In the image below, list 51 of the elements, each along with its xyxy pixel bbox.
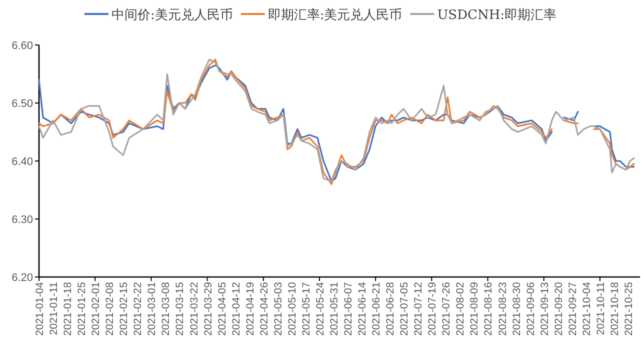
x-tick-label: 2021-09-27	[566, 282, 579, 336]
x-tick-label: 2021-09-06	[524, 282, 537, 336]
legend-label: USDCNH:即期汇率	[437, 7, 557, 23]
x-tick-label: 2021-10-04	[580, 282, 593, 336]
x-tick-label: 2021-04-26	[258, 282, 270, 336]
x-tick-label: 2021-03-01	[146, 282, 158, 336]
x-tick-label: 2021-01-18	[62, 282, 74, 336]
x-tick-label: 2021-02-01	[90, 282, 102, 336]
x-tick-label: 2021-05-31	[328, 282, 340, 336]
x-tick-label: 2021-03-08	[160, 282, 172, 336]
x-tick-label: 2021-08-23	[496, 282, 509, 336]
x-tick-label: 2021-06-07	[342, 282, 355, 336]
legend-label: 即期汇率:美元兑人民币	[268, 7, 402, 23]
x-tick-label: 2021-08-30	[510, 282, 523, 336]
x-tick-label: 2021-07-12	[412, 282, 425, 336]
x-tick-label: 2021-08-16	[482, 282, 495, 336]
legend-label: 中间价:美元兑人民币	[111, 7, 233, 23]
x-tick-label: 2021-03-29	[202, 282, 214, 336]
x-tick-label: 2021-10-18	[608, 282, 621, 336]
x-tick-label: 2021-05-17	[300, 282, 312, 336]
x-tick-label: 2021-05-03	[272, 282, 284, 336]
x-tick-label: 2021-02-08	[104, 282, 116, 336]
x-tick-label: 2021-02-15	[118, 282, 130, 336]
x-tick-label: 2021-08-02	[454, 282, 467, 336]
x-tick-label: 2021-04-05	[216, 282, 228, 336]
x-tick-label: 2021-10-25	[622, 282, 635, 336]
x-tick-label: 2021-06-14	[356, 282, 369, 336]
x-tick-label: 2021-06-28	[384, 282, 397, 336]
x-tick-label: 2021-03-15	[174, 282, 186, 336]
x-tick-label: 2021-02-22	[132, 282, 144, 336]
x-tick-label: 2021-07-05	[398, 282, 411, 336]
y-tick-label: 6.60	[12, 40, 33, 52]
x-tick-label: 2021-04-19	[244, 282, 256, 336]
x-tick-label: 2021-08-09	[468, 282, 481, 336]
y-tick-label: 6.50	[12, 98, 33, 110]
y-tick-label: 6.20	[12, 272, 33, 284]
x-tick-label: 2021-07-26	[440, 282, 453, 336]
x-tick-label: 2021-01-04	[34, 282, 46, 336]
x-tick-label: 2021-09-20	[552, 282, 565, 336]
x-tick-label: 2021-05-10	[286, 282, 298, 336]
x-tick-label: 2021-07-19	[426, 282, 439, 336]
x-tick-label: 2021-09-13	[538, 282, 551, 336]
x-tick-label: 2021-06-21	[370, 282, 383, 336]
x-tick-label: 2021-04-12	[230, 282, 242, 336]
x-tick-label: 2021-01-25	[76, 282, 88, 336]
x-tick-label: 2021-10-11	[594, 282, 607, 335]
x-tick-label: 2021-03-22	[188, 282, 200, 336]
y-tick-label: 6.40	[12, 156, 33, 168]
x-tick-label: 2021-01-11	[48, 282, 60, 335]
y-tick-label: 6.30	[12, 214, 33, 226]
x-tick-label: 2021-05-24	[314, 282, 326, 336]
